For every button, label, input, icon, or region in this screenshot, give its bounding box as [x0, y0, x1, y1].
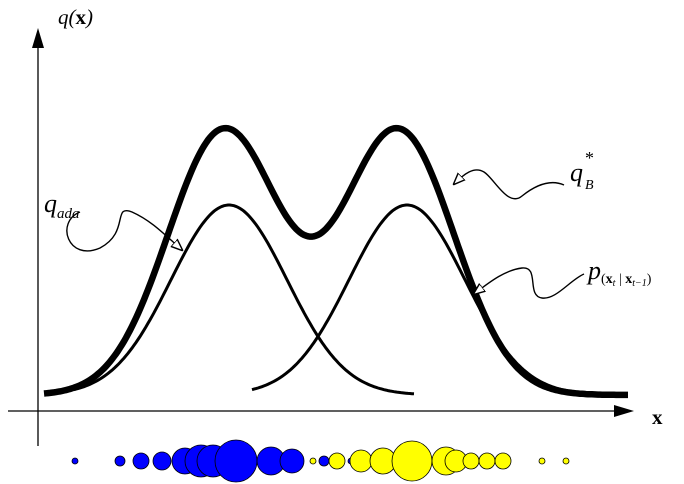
particle-20 — [462, 452, 480, 470]
transition-label-sub2: t−1 — [632, 278, 647, 289]
transition-label-var1: x — [606, 272, 613, 287]
particle-17 — [391, 440, 433, 482]
particle-22 — [494, 452, 512, 470]
transition-label: p(xt | xt−1) — [586, 256, 652, 289]
transition-label-base: p — [586, 256, 601, 285]
q-b-star-curve — [43, 124, 628, 399]
y-axis-label-func: q( — [58, 5, 78, 29]
q-ada-curve — [73, 203, 415, 396]
transition-label-var2: x — [625, 272, 632, 287]
q-b-star-label: q — [570, 158, 583, 187]
q-ada-label-sub: ada — [57, 206, 80, 222]
q-b-star-label-base: q — [570, 158, 583, 187]
particle-24 — [562, 457, 570, 465]
particle-11 — [309, 457, 317, 465]
q-b-star-pointer — [454, 169, 565, 200]
particle-23 — [538, 457, 546, 465]
q-ada-label: qada — [44, 189, 80, 222]
x-axis-arrowhead — [614, 405, 634, 417]
x-axis-label: x — [652, 405, 663, 429]
particle-12 — [318, 455, 330, 467]
particle-2 — [114, 455, 126, 467]
q-ada-label-base: q — [44, 189, 57, 218]
transition-label-open: ( — [601, 272, 606, 287]
transition-label-sub1: t — [613, 278, 616, 289]
particle-10 — [279, 448, 305, 474]
transition-label-close: ) — [647, 272, 652, 287]
particle-21 — [478, 452, 496, 470]
particle-set — [71, 439, 570, 483]
particle-15 — [349, 449, 373, 473]
q-b-star-label-sup: * — [585, 148, 594, 168]
particle-13 — [328, 452, 346, 470]
particle-1 — [71, 457, 79, 465]
y-axis-label-close: ) — [85, 5, 93, 29]
particle-3 — [132, 452, 150, 470]
q-ada-pointer — [66, 209, 182, 251]
y-axis-label-var: x — [76, 5, 87, 29]
transition-pointer — [474, 267, 585, 299]
particle-8 — [214, 439, 258, 483]
q-b-star-label-sub: B — [585, 178, 594, 193]
y-axis-arrowhead — [32, 28, 44, 48]
y-axis-label: q(x) — [58, 5, 93, 29]
transition-label-sep: | — [615, 272, 625, 287]
particle-4 — [152, 451, 172, 471]
